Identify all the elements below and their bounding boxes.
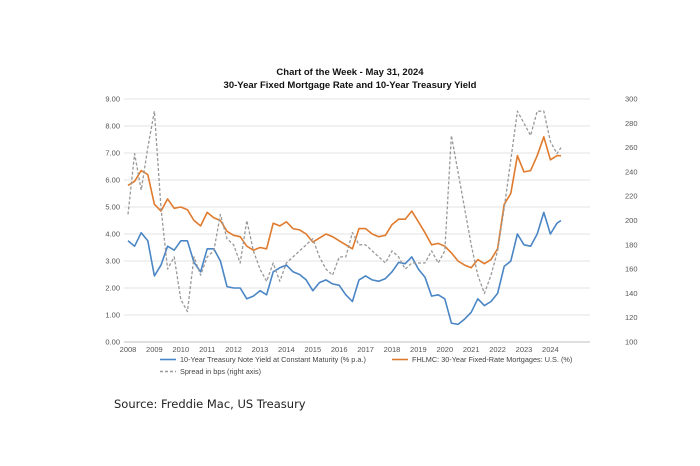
y-axis-left: 0.00 1.00 2.00 3.00 4.00 5.00 6.00 7.00 8.00 9.00 xyxy=(105,95,120,347)
legend-label: 10-Year Treasury Note Yield at Constant … xyxy=(180,355,366,364)
legend: 10-Year Treasury Note Yield at Constant … xyxy=(160,355,572,376)
y2-tick-label: 120 xyxy=(625,313,638,322)
x-tick-label: 2014 xyxy=(278,345,295,354)
y-tick-label: 6.00 xyxy=(105,176,120,185)
y2-tick-label: 160 xyxy=(625,265,638,274)
series-group xyxy=(127,110,562,326)
legend-label: Spread in bps (right axis) xyxy=(180,367,261,376)
y-tick-label: 7.00 xyxy=(105,149,120,158)
y-tick-label: 0.00 xyxy=(105,338,120,347)
x-tick-label: 2017 xyxy=(357,345,374,354)
y2-tick-label: 240 xyxy=(625,167,638,176)
series-line-1 xyxy=(127,136,561,269)
y2-tick-label: 300 xyxy=(625,95,638,104)
x-tick-label: 2011 xyxy=(199,345,215,354)
y-tick-label: 8.00 xyxy=(105,122,120,131)
x-tick-label: 2023 xyxy=(516,345,533,354)
y-axis-right: 100 120 140 160 180 200 220 240 260 280 300 xyxy=(625,95,638,347)
x-tick-label: 2019 xyxy=(410,345,427,354)
x-axis: 2008 2009 2010 2011 2012 2013 2014 2015 2016 2017… xyxy=(120,345,559,354)
series-line-2 xyxy=(127,110,562,313)
y-tick-label: 2.00 xyxy=(105,284,120,293)
chart-subtitle: 30-Year Fixed Mortgage Rate and 10-Year … xyxy=(224,80,477,91)
y-tick-label: 4.00 xyxy=(105,230,120,239)
x-tick-label: 2008 xyxy=(120,345,137,354)
x-tick-label: 2021 xyxy=(463,345,480,354)
y-tick-label: 3.00 xyxy=(105,257,120,266)
x-tick-label: 2018 xyxy=(384,345,401,354)
x-tick-label: 2015 xyxy=(304,345,321,354)
x-tick-label: 2013 xyxy=(252,345,269,354)
series-line-0 xyxy=(127,211,562,326)
y2-tick-label: 180 xyxy=(625,240,638,249)
x-tick-label: 2022 xyxy=(489,345,506,354)
y2-tick-label: 220 xyxy=(625,192,638,201)
x-tick-label: 2020 xyxy=(436,345,453,354)
y-tick-label: 1.00 xyxy=(105,311,120,320)
x-tick-label: 2009 xyxy=(146,345,163,354)
chart-title: Chart of the Week - May 31, 2024 xyxy=(276,67,424,78)
x-tick-label: 2010 xyxy=(172,345,189,354)
legend-label: FHLMC: 30-Year Fixed-Rate Mortgages: U.S… xyxy=(412,355,572,364)
y2-tick-label: 260 xyxy=(625,143,638,152)
x-tick-label: 2016 xyxy=(331,345,348,354)
y-tick-label: 9.00 xyxy=(105,95,120,104)
x-tick-label: 2012 xyxy=(225,345,242,354)
y2-tick-label: 200 xyxy=(625,216,638,225)
y2-tick-label: 100 xyxy=(625,338,638,347)
y-tick-label: 5.00 xyxy=(105,203,120,212)
source-note: Source: Freddie Mac, US Treasury xyxy=(114,397,306,411)
x-tick-label: 2024 xyxy=(542,345,559,354)
y2-tick-label: 280 xyxy=(625,119,638,128)
y2-tick-label: 140 xyxy=(625,289,638,298)
